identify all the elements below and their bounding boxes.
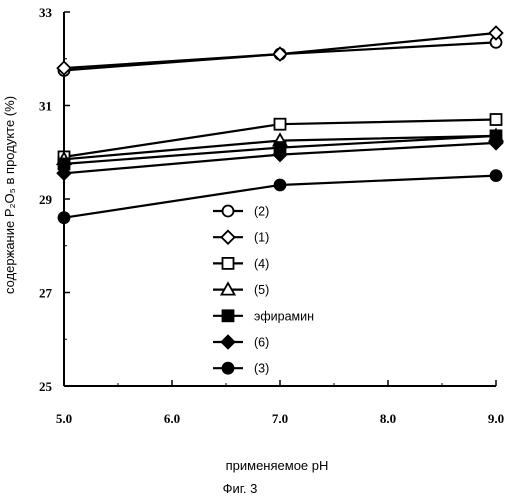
- legend-label: (2): [254, 205, 269, 219]
- legend-marker: [223, 363, 234, 374]
- legend-marker: [222, 336, 235, 349]
- legend-label: (1): [254, 231, 269, 245]
- legend-marker: [223, 206, 234, 217]
- legend-label: (4): [254, 257, 269, 271]
- y-tick-label: 25: [39, 379, 53, 394]
- x-tick-label: 7.0: [272, 411, 288, 426]
- y-tick-label: 27: [39, 286, 53, 301]
- x-tick-label: 8.0: [380, 411, 396, 426]
- series-2: [58, 27, 503, 75]
- data-point: [275, 119, 286, 130]
- series-group: [58, 27, 503, 224]
- legend-item: (3): [213, 362, 269, 376]
- legend-item: (4): [213, 257, 269, 271]
- legend-marker: [223, 310, 234, 321]
- legend-marker: [222, 231, 235, 244]
- legend-item: (6): [213, 336, 269, 350]
- x-axis-title: применяемое pH: [226, 458, 329, 473]
- data-point: [491, 170, 502, 181]
- x-tick-label: 9.0: [488, 411, 504, 426]
- data-point: [59, 212, 70, 223]
- legend-label: (6): [254, 336, 269, 350]
- y-tick-label: 33: [39, 5, 53, 20]
- axes: [64, 12, 496, 386]
- figure-caption: Фиг. 3: [223, 481, 258, 496]
- x-tick-label: 5.0: [56, 411, 72, 426]
- legend-item: (5): [213, 283, 269, 297]
- legend-item: эфирамин: [213, 309, 314, 323]
- legend-label: (5): [254, 283, 269, 297]
- y-tick-label: 29: [39, 192, 53, 207]
- y-tick-label: 31: [39, 99, 52, 114]
- legend-label: (3): [254, 362, 269, 376]
- data-point: [275, 179, 286, 190]
- data-point: [274, 48, 287, 61]
- legend-item: (1): [213, 231, 269, 245]
- data-point: [490, 27, 503, 40]
- legend-marker: [223, 258, 234, 269]
- legend-label: эфирамин: [254, 309, 314, 323]
- legend: (2) (1) (4) (5) эфирамин (6) (3): [213, 205, 314, 376]
- y-axis-title: содержание P₂O₅ в продукте (%): [2, 96, 17, 294]
- legend-item: (2): [213, 205, 269, 219]
- data-point: [491, 114, 502, 125]
- x-tick-label: 6.0: [164, 411, 180, 426]
- series-7: [59, 170, 502, 223]
